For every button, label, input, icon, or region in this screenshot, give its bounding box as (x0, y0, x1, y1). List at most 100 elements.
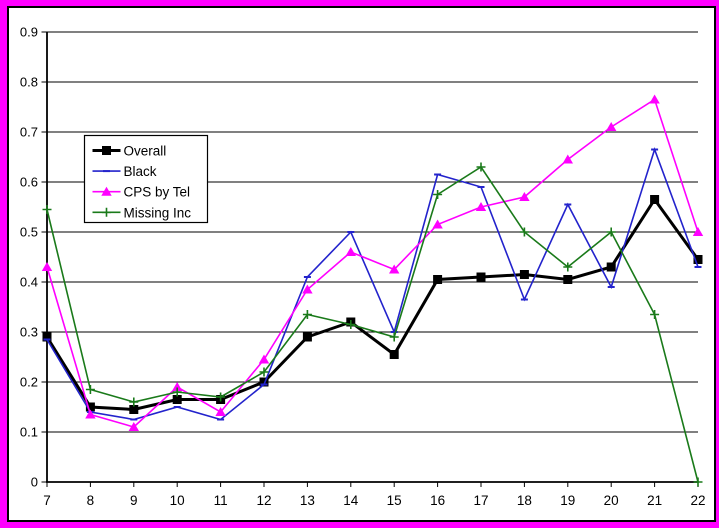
legend-black-dash-marker-icon (103, 170, 110, 173)
series-cps-by-tel-triangle-marker-icon (432, 219, 443, 229)
y-tick-label: 0.5 (20, 225, 38, 240)
series-missing-inc-plus-marker-icon (563, 262, 573, 272)
x-tick-label: 11 (214, 493, 228, 508)
series-black-dash-marker-icon (607, 286, 615, 288)
series-cps-by-tel-triangle-marker-icon (649, 94, 660, 104)
series-black-dash-marker-icon (434, 173, 442, 176)
series-overall-square-marker-icon (433, 275, 443, 284)
x-tick-label: 9 (130, 493, 138, 508)
series-overall-square-marker-icon (389, 350, 399, 359)
series-missing-inc-plus-marker-icon (476, 162, 486, 172)
series-black-dash-marker-icon (173, 406, 181, 408)
series-overall-square-marker-icon (476, 272, 486, 282)
series-overall-square-marker-icon (172, 395, 182, 404)
x-tick-label: 8 (87, 493, 95, 508)
x-tick-label: 7 (43, 493, 51, 508)
y-tick-label: 0.3 (20, 325, 38, 340)
series-cps-by-tel-triangle-marker-icon (606, 122, 617, 131)
legend-label-cps-by-tel: CPS by Tel (124, 185, 191, 200)
series-missing-inc-plus-marker-icon (259, 367, 269, 377)
series-missing-inc-plus-marker-icon (302, 310, 312, 319)
chart-frame (7, 6, 716, 522)
series-overall-square-marker-icon (693, 255, 703, 264)
series-overall-square-marker-icon (606, 262, 616, 272)
series-black-dash-marker-icon (564, 203, 572, 206)
series-cps-by-tel-triangle-marker-icon (172, 382, 183, 391)
series-missing-inc-plus-marker-icon (42, 205, 52, 214)
series-cps-by-tel-triangle-marker-icon (475, 202, 487, 211)
y-tick-label: 0.8 (20, 75, 38, 90)
series-missing-inc-plus-marker-icon (129, 397, 139, 407)
series-black-dash-marker-icon (347, 231, 355, 233)
series-cps-by-tel-triangle-marker-icon (692, 227, 704, 236)
series-missing-inc-plus-marker-icon (606, 227, 616, 237)
x-tick-label: 22 (690, 493, 705, 508)
x-tick-label: 15 (387, 493, 402, 508)
y-tick-label: 0.6 (20, 175, 38, 190)
series-black-dash-marker-icon (130, 418, 138, 421)
x-tick-label: 10 (170, 493, 185, 508)
x-tick-label: 14 (343, 493, 359, 508)
series-cps-by-tel-triangle-marker-icon (128, 422, 139, 431)
series-overall-square-marker-icon (650, 195, 660, 204)
y-tick-label: 0.7 (20, 125, 38, 140)
series-cps-by-tel-triangle-marker-icon (41, 262, 53, 271)
series-black-dash-marker-icon (217, 418, 225, 421)
series-black-dash-marker-icon (694, 266, 702, 268)
x-tick-label: 12 (256, 493, 271, 508)
legend-label-overall: Overall (124, 144, 167, 159)
y-tick-label: 0 (31, 475, 38, 490)
x-tick-label: 20 (604, 493, 619, 508)
series-cps-by-tel-triangle-marker-icon (519, 192, 530, 201)
series-cps-by-tel-triangle-marker-icon (85, 409, 96, 419)
series-line-missing-inc (46, 165, 699, 483)
x-tick-label: 19 (560, 493, 575, 508)
series-line-overall (45, 196, 700, 412)
series-missing-inc-plus-marker-icon (519, 227, 529, 237)
series-overall-square-marker-icon (302, 332, 312, 342)
series-cps-by-tel-triangle-marker-icon (215, 407, 226, 416)
series-black-dash-marker-icon (390, 331, 398, 333)
x-tick-label: 18 (517, 493, 532, 508)
series-overall-square-marker-icon (259, 377, 269, 387)
series-cps-by-tel-triangle-marker-icon (302, 284, 313, 294)
y-tick-label: 0.1 (20, 425, 38, 440)
y-tick-label: 0.2 (20, 375, 38, 390)
series-black-dash-marker-icon (303, 276, 311, 278)
legend-label-black: Black (124, 164, 157, 179)
series-cps-by-tel-triangle-marker-icon (258, 354, 270, 364)
series-missing-inc-plus-marker-icon (346, 320, 356, 329)
series-cps-by-tel-triangle-marker-icon (562, 154, 573, 164)
x-tick-label: 17 (473, 493, 488, 508)
series-overall-square-marker-icon (42, 332, 52, 342)
series-black-dash-marker-icon (43, 338, 51, 341)
x-tick-label: 16 (430, 493, 445, 508)
legend-cps-by-tel-triangle-marker-icon (101, 186, 112, 196)
series-black-dash-marker-icon (477, 186, 485, 188)
series-line-cps-by-tel (46, 98, 699, 428)
legend-missing-inc-plus-marker-icon (102, 207, 111, 217)
series-cps-by-tel-triangle-marker-icon (389, 264, 400, 274)
series-overall-square-marker-icon (519, 270, 529, 279)
x-tick-label: 21 (647, 493, 662, 508)
y-tick-label: 0.4 (20, 275, 38, 290)
series-black-dash-marker-icon (260, 383, 268, 386)
series-missing-inc-plus-marker-icon (216, 392, 226, 402)
legend-overall-square-marker-icon (102, 146, 111, 155)
series-missing-inc-plus-marker-icon (650, 310, 660, 319)
series-missing-inc-plus-marker-icon (693, 477, 703, 487)
series-overall-square-marker-icon (85, 402, 95, 412)
series-cps-by-tel-triangle-marker-icon (345, 247, 356, 256)
series-missing-inc-plus-marker-icon (433, 190, 443, 199)
series-line-black (46, 147, 699, 421)
y-tick-label: 0.9 (20, 25, 38, 40)
legend-label-missing-inc: Missing Inc (124, 205, 192, 220)
series-black-dash-marker-icon (651, 148, 659, 151)
series-missing-inc-plus-marker-icon (172, 387, 182, 397)
series-overall-square-marker-icon (563, 275, 573, 284)
series-overall-square-marker-icon (129, 405, 139, 414)
series-black-dash-marker-icon (520, 298, 528, 301)
series-missing-inc-plus-marker-icon (389, 332, 399, 342)
x-tick-label: 13 (300, 493, 315, 508)
